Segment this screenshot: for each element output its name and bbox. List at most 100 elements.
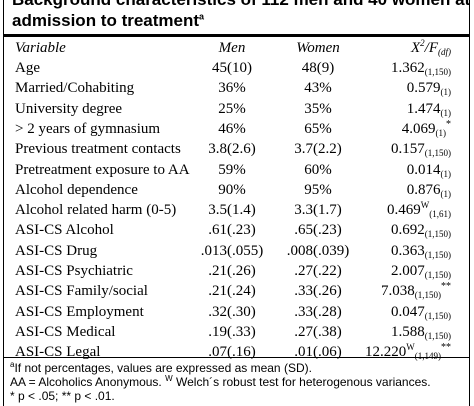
footnote-a-text: If not percentages, values are expressed… <box>14 361 312 375</box>
cell-stat-value: 0.579 <box>406 80 441 96</box>
footnote-a-mark: a <box>10 360 15 369</box>
table-title: Background characteristics of 112 men an… <box>12 0 469 31</box>
title-line-2: admission to treatmenta <box>12 10 469 31</box>
cell-variable: Alcohol dependence <box>15 182 138 198</box>
cell-women: 43% <box>304 80 332 96</box>
table-row: Age 45(10) 48(9) 1.362(1,150) <box>4 58 469 78</box>
cell-stat-df: (1,150) <box>424 229 451 239</box>
cell-men: 45(10) <box>212 60 252 76</box>
cell-women: .01(.06) <box>294 344 342 360</box>
cell-stat: 0.579(1) <box>407 78 451 98</box>
cell-men: .19(.33) <box>208 324 256 340</box>
cell-stat-df: (1,150) <box>424 311 451 321</box>
table-row: Previous treatment contacts 3.8(2.6) 3.7(2… <box>4 139 469 159</box>
cell-stat-df: (1,150) <box>424 67 451 77</box>
cell-men: .013(.055) <box>200 243 264 259</box>
table-row: ASI-CS Alcohol .61(.23) .65(.23) 0.692(1,15… <box>4 220 469 240</box>
cell-stat-df: (1) <box>435 128 447 138</box>
cell-variable: ASI-CS Drug <box>15 243 98 259</box>
cell-stat-value: 7.038 <box>381 283 415 299</box>
cell-men: 25% <box>218 101 246 117</box>
footnote-p: * p < .05; ** p < .01. <box>10 389 115 403</box>
cell-stat-value: 0.047 <box>391 304 425 320</box>
cell-men: 3.8(2.6) <box>208 141 256 157</box>
cell-men: .32(.30) <box>208 304 256 320</box>
cell-stat-value: 0.692 <box>391 222 425 238</box>
cell-women: 3.7(2.2) <box>294 141 342 157</box>
cell-stat: 4.069(1)* <box>402 119 451 139</box>
cell-variable: Previous treatment contacts <box>15 141 181 157</box>
cell-stat-sig: * <box>446 119 451 130</box>
table-row: University degree 25% 35% 1.474(1) <box>4 99 469 119</box>
cell-variable: Alcohol related harm (0-5) <box>15 202 177 218</box>
footnote-w-mark: W <box>165 374 173 383</box>
cell-stat: 1.362(1,150) <box>391 58 451 78</box>
table-row: ASI-CS Employment .32(.30) .33(.28) 0.047(1… <box>4 302 469 322</box>
cell-stat-value: 12.220 <box>365 344 407 360</box>
cell-women: .33(.26) <box>294 283 342 299</box>
header-variable: Variable <box>15 40 66 56</box>
table-footnotes: aIf not percentages, values are expresse… <box>10 360 469 404</box>
cell-variable: University degree <box>15 101 123 117</box>
cell-stat: 1.474(1) <box>407 99 451 119</box>
cell-variable: ASI-CS Legal <box>15 344 101 360</box>
cell-stat-df: (1) <box>440 189 452 199</box>
cell-stat-sig: ** <box>441 281 451 292</box>
header-row: Variable Men Women X2/F(df) <box>4 38 469 58</box>
cell-variable: Pretreatment exposure to AA <box>15 162 190 178</box>
cell-stat: 0.363(1,150) <box>391 241 451 261</box>
table-row: > 2 years of gymnasium 46% 65% 4.069(1)* <box>4 119 469 139</box>
cell-women: .27(.22) <box>294 263 342 279</box>
table-row: ASI-CS Psychiatric .21(.26) .27(.22) 2.007(… <box>4 261 469 281</box>
cell-variable: Age <box>15 60 40 76</box>
cell-women: 3.3(1.7) <box>294 202 342 218</box>
cell-men: 59% <box>218 162 246 178</box>
cell-men: .07(.16) <box>208 344 256 360</box>
cell-men: 3.5(1.4) <box>208 202 256 218</box>
cell-stat-df: (1,150) <box>424 270 451 280</box>
cell-stat: 7.038(1,150)** <box>381 281 451 301</box>
cell-women: .65(.23) <box>294 222 342 238</box>
cell-stat: 1.588(1,150) <box>391 322 451 342</box>
cell-stat: 0.014(1) <box>407 160 451 180</box>
header-women: Women <box>296 40 340 56</box>
cell-stat-df: (1,150) <box>424 148 451 158</box>
cell-stat-value: 0.469 <box>387 202 421 218</box>
cell-women: .33(.28) <box>294 304 342 320</box>
cell-stat: 2.007(1,150) <box>391 261 451 281</box>
cell-stat-value: 1.362 <box>391 60 425 76</box>
cell-men: 36% <box>218 80 246 96</box>
header-stat-x: X <box>410 40 421 56</box>
cell-stat-value: 0.363 <box>391 243 425 259</box>
cell-stat-df: (1,150) <box>424 331 451 341</box>
table-row: Alcohol related harm (0-5) 3.5(1.4) 3.3(1.… <box>4 200 469 220</box>
cell-women: .27(.38) <box>294 324 342 340</box>
cell-stat: 0.047(1,150) <box>391 302 451 322</box>
cell-stat-df: (1) <box>440 108 452 118</box>
cell-women: 95% <box>304 182 332 198</box>
top-rule <box>4 34 469 37</box>
table-row: Alcohol dependence 90% 95% 0.876(1) <box>4 180 469 200</box>
table-row: ASI-CS Legal .07(.16) .01(.06) 12.220W(1,14… <box>4 342 469 362</box>
title-line-1: Background characteristics of 112 men an… <box>12 0 469 10</box>
footnote-aa-w: AA = Alcoholics Anonymous. W Welch´s rob… <box>10 374 469 390</box>
bottom-rule <box>4 357 469 358</box>
cell-stat: 12.220W(1,149)** <box>365 342 451 362</box>
cell-men: 90% <box>218 182 246 198</box>
cell-stat-welch: W <box>406 342 415 352</box>
cell-variable: ASI-CS Employment <box>15 304 144 320</box>
header-stat-df: (df) <box>438 47 451 57</box>
cell-women: .008(.039) <box>286 243 350 259</box>
cell-men: 46% <box>218 121 246 137</box>
cell-stat-df: (1,149) <box>414 351 441 361</box>
cell-stat-value: 1.474 <box>406 101 441 117</box>
header-stat-f: /F <box>424 40 438 56</box>
cell-women: 48(9) <box>301 60 335 76</box>
cell-men: .21(.24) <box>208 283 256 299</box>
cell-stat: 0.157(1,150) <box>391 139 451 159</box>
cell-variable: ASI-CS Alcohol <box>15 222 114 238</box>
cell-stat-value: 0.876 <box>406 182 441 198</box>
header-stat: X2/F(df) <box>411 38 451 58</box>
cell-stat-sig: ** <box>441 342 451 353</box>
cell-stat: 0.692(1,150) <box>391 220 451 240</box>
